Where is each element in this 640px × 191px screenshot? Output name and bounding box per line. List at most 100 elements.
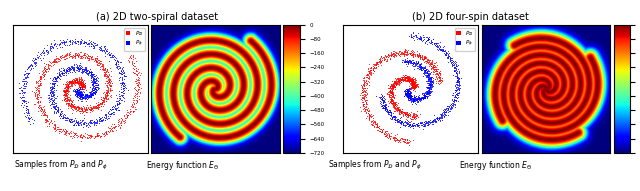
Point [408,86,419,89]
Point [117,78,127,81]
Point [404,59,415,62]
Point [88,106,98,109]
Point [402,92,412,95]
Point [84,119,95,122]
Point [364,117,374,120]
Point [371,62,381,66]
Point [401,113,412,116]
Point [117,90,127,93]
Point [62,97,72,100]
Point [71,95,81,98]
Point [399,49,410,52]
Point [93,87,104,90]
Point [129,62,140,65]
Point [419,56,429,59]
Point [424,85,434,88]
Point [47,86,57,89]
Point [71,105,81,108]
Point [91,78,101,81]
Point [403,93,413,96]
Point [393,119,403,122]
Point [99,115,109,118]
Point [58,88,68,91]
Point [47,85,58,88]
Point [70,42,81,45]
Point [80,94,90,97]
Point [83,95,93,98]
Point [427,58,437,61]
Point [92,105,102,108]
Point [404,95,415,98]
Point [420,94,430,97]
Point [47,91,57,94]
Point [92,44,102,47]
Point [70,104,80,108]
Point [61,92,71,95]
Point [412,53,422,56]
Point [388,104,399,107]
Point [102,74,112,77]
Point [81,135,92,138]
Point [422,88,433,91]
Point [79,85,89,88]
Point [118,87,129,90]
Point [66,102,76,105]
Point [86,55,96,58]
Point [62,83,72,86]
Point [404,121,414,124]
Point [49,126,60,129]
Point [359,84,369,87]
Point [421,89,431,92]
Point [104,60,114,63]
Point [399,94,410,97]
Point [70,124,81,127]
Point [384,90,394,93]
Point [383,54,394,57]
Point [114,95,124,98]
Point [428,81,438,84]
Point [387,90,397,93]
Point [392,137,402,140]
Point [62,68,72,71]
Point [401,61,412,64]
Point [96,96,106,99]
Point [62,101,72,104]
Point [398,74,408,77]
Point [423,38,433,41]
Point [82,69,92,72]
Point [433,118,444,121]
Point [90,86,100,89]
Point [123,113,133,116]
Point [69,68,79,71]
Point [65,55,75,58]
Point [77,95,88,98]
Point [68,109,78,112]
Point [423,58,433,61]
Point [414,66,424,69]
Point [407,54,417,57]
Point [424,77,434,80]
Point [75,92,85,96]
Point [22,100,33,104]
Point [405,95,415,98]
Point [383,53,394,56]
Point [115,96,125,99]
Point [395,108,405,111]
Point [105,90,115,93]
Point [417,92,428,95]
Point [406,83,417,86]
Point [429,64,439,67]
Point [93,61,103,64]
Point [380,108,390,112]
Point [22,120,33,123]
Point [378,127,388,130]
Point [411,99,421,102]
Point [46,86,56,89]
Point [422,91,432,94]
Point [402,94,412,97]
Point [105,130,115,133]
Point [411,114,421,117]
Point [45,91,56,94]
Point [403,89,413,92]
Point [421,121,431,125]
